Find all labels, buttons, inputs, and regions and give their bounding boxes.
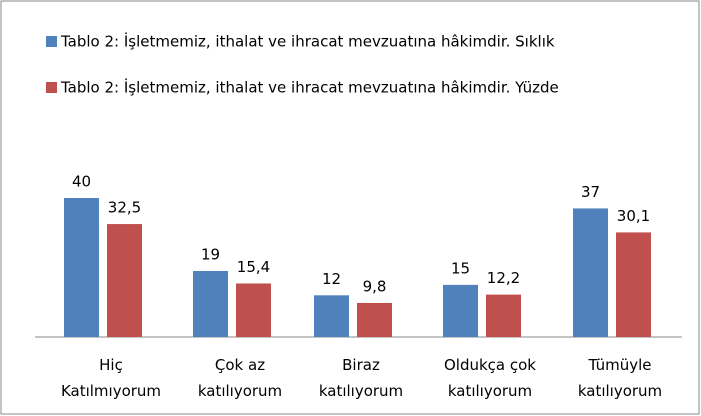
value-label: 40: [72, 173, 91, 191]
value-label: 37: [581, 183, 600, 201]
legend-label: Tablo 2: İşletmemiz, ithalat ve ihracat …: [60, 78, 559, 97]
bar: [107, 224, 142, 337]
value-label: 30,1: [617, 207, 650, 225]
legend-swatch: [46, 82, 57, 93]
x-tick-label: Biraz katılıyorum: [319, 356, 403, 400]
value-label: 15: [451, 259, 470, 277]
x-tick-label: Tümüyle katılıyorum: [578, 356, 662, 400]
x-tick-label: Çok az katılıyorum: [198, 356, 282, 400]
bar: [443, 284, 478, 337]
x-tick-label: Hiç Katılmıyorum: [61, 356, 161, 400]
bar: [236, 283, 271, 337]
legend-swatch: [46, 36, 57, 47]
x-tick-label: Oldukça çok katılıyorum: [444, 356, 536, 400]
legend-label: Tablo 2: İşletmemiz, ithalat ve ihracat …: [60, 32, 555, 51]
bar: [573, 208, 608, 337]
value-label: 15,4: [237, 258, 270, 276]
value-label: 32,5: [108, 199, 141, 217]
bar: [616, 232, 651, 337]
bar: [193, 270, 228, 337]
bar: [314, 295, 349, 337]
bar: [357, 302, 392, 337]
bar: [64, 198, 99, 337]
value-label: 9,8: [363, 277, 387, 295]
value-label: 19: [201, 245, 220, 263]
bar: [486, 294, 521, 337]
value-label: 12,2: [487, 269, 520, 287]
value-label: 12: [322, 270, 341, 288]
